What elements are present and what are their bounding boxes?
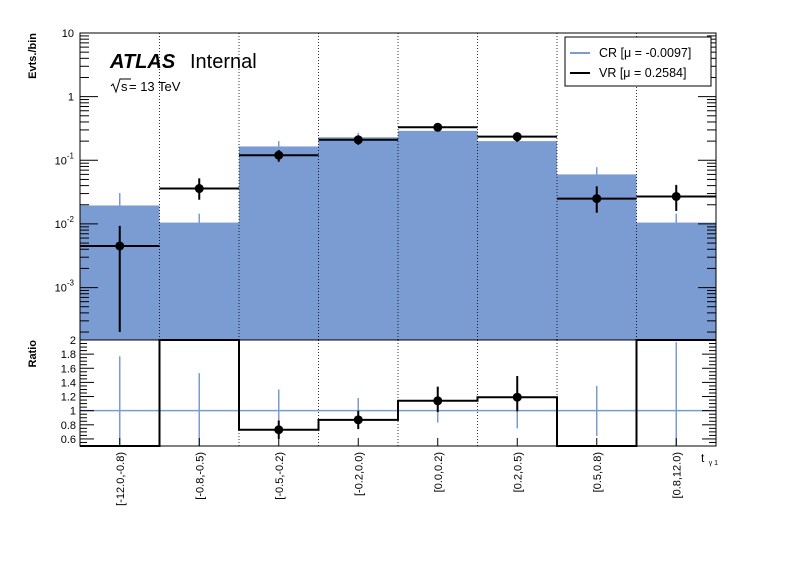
legend-box (564, 36, 712, 87)
sqrt-symbol (110, 78, 131, 94)
main-y-tick-base: 10 (55, 283, 67, 295)
ratio-y-tick-label: 1.8 (61, 349, 76, 361)
ratio-y-tick-label: 1.2 (61, 392, 76, 404)
cr-bar (318, 137, 398, 340)
ratio-y-tick-label: 1.6 (61, 363, 76, 375)
x-tick-label: [-12.0,-0.8) (115, 452, 127, 506)
vr-point (592, 194, 602, 204)
vr-point (671, 191, 681, 201)
cr-bar (159, 222, 239, 340)
main-y-tick-exp: -1 (67, 151, 75, 160)
ratio-y-axis-label: Ratio (27, 340, 39, 368)
x-tick-label: [0.0,0.2) (433, 452, 445, 492)
atlas-logo-text: ATLAS (109, 51, 176, 73)
vr-point (353, 135, 363, 145)
main-y-tick-base: 10 (55, 155, 67, 167)
main-y-tick-exp: -3 (67, 279, 75, 288)
energy-label: = 13 TeV (129, 79, 181, 94)
vr-data-layer (80, 122, 716, 333)
ratio-point (433, 396, 443, 406)
x-tick-label: [-0.8,-0.5) (194, 452, 206, 500)
x-axis-label-main: t (701, 451, 705, 465)
main-y-tick-base: 10 (55, 219, 67, 231)
main-y-tick-base: 1 (68, 92, 74, 104)
ratio-gridlines (159, 340, 637, 446)
ratio-y-tick-label: 1.4 (61, 377, 76, 389)
x-axis-label-sub: γ 1 (709, 460, 718, 467)
main-y-tick-label: 1 (68, 92, 74, 104)
atlas-status-text: Internal (190, 51, 257, 73)
main-y-tick-label: 10-1 (55, 151, 75, 167)
atlas-label: ATLAS Internal s = 13 TeV (109, 51, 257, 94)
ratio-point (353, 415, 363, 425)
cr-bar (636, 222, 716, 340)
x-axis: [-12.0,-0.8) [-0.8,-0.5) [-0.5,-0.2) [-0.2,… (115, 438, 683, 506)
energy-sqrt-label: s (121, 79, 128, 94)
cr-bar (239, 146, 319, 340)
ratio-y-axis: 0.6 0.8 1 1.2 1.4 1.6 1.8 2 (61, 335, 716, 447)
main-y-tick-label: 10-2 (55, 215, 75, 231)
vr-point (115, 241, 125, 251)
legend-vr-label: VR [μ = 0.2584] (599, 66, 686, 80)
ratio-y-tick-label: 0.8 (61, 420, 76, 432)
ratio-y-tick-label: 2 (70, 335, 76, 347)
ratio-point (274, 425, 284, 435)
main-y-axis-label: Evts./bin (27, 33, 39, 79)
main-y-tick-label: 10 (62, 28, 74, 40)
ratio-y-tick-label: 1 (70, 406, 76, 418)
cr-bar (477, 141, 557, 340)
ratio-y-tick-label: 0.6 (61, 434, 76, 446)
main-y-tick-exp: -2 (67, 215, 75, 224)
main-y-tick-label: 10-3 (55, 279, 75, 295)
x-tick-label: [0.2,0.5) (512, 452, 524, 492)
x-axis-label: t γ 1 (701, 451, 718, 467)
legend: CR [μ = -0.0097] VR [μ = 0.2584] (564, 36, 712, 87)
x-tick-label: [0.5,0.8) (592, 452, 604, 492)
x-tick-label: [0.8,12.0) (671, 452, 683, 498)
vr-point (274, 150, 284, 160)
cr-histogram-layer (80, 130, 716, 340)
x-tick-label: [-0.2,0.0) (353, 452, 365, 496)
x-tick-label: [-0.5,-0.2) (274, 452, 286, 500)
vr-point (433, 122, 443, 132)
vr-point (512, 132, 522, 142)
legend-cr-label: CR [μ = -0.0097] (599, 46, 691, 60)
vr-point (194, 184, 204, 194)
cr-bar (398, 130, 478, 340)
main-y-tick-base: 10 (62, 28, 74, 40)
ratio-point (512, 392, 522, 402)
